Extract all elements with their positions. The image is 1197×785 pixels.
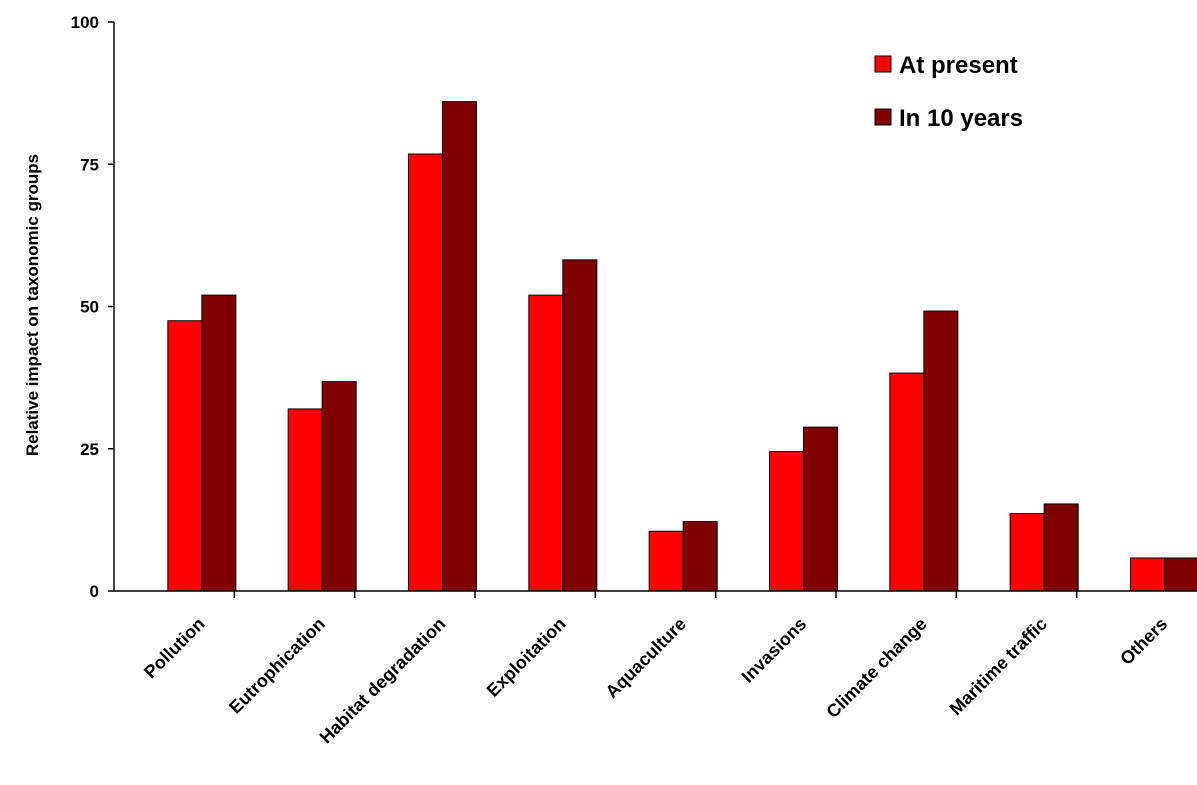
bar-at-present-exploitation	[528, 294, 564, 592]
bar-at-present-others	[1130, 557, 1166, 592]
x-tick-label: Pollution	[140, 614, 209, 683]
bar-at-present-maritime-traffic	[1009, 513, 1045, 592]
x-tick-label: Climate change	[822, 614, 930, 722]
y-tick-label: 0	[90, 582, 99, 601]
y-tick-label: 50	[80, 298, 99, 317]
legend-swatch-in-10-years	[874, 108, 892, 126]
bar-at-present-invasions	[769, 451, 805, 592]
x-tick-label: Aquaculture	[602, 614, 690, 702]
y-axis-ticks: 0 25 50 75 100	[71, 13, 114, 601]
bar-at-present-pollution	[167, 320, 203, 592]
bar-at-present-habitat-degradation	[408, 153, 444, 592]
bar-in-10-years-invasions	[803, 426, 839, 592]
legend-swatch-at-present	[874, 55, 892, 73]
x-tick-label: Eutrophication	[225, 614, 329, 718]
x-tick-label: Others	[1116, 614, 1171, 669]
bar-in-10-years-exploitation	[562, 259, 598, 592]
bar-in-10-years-eutrophication	[321, 381, 357, 592]
y-tick-label: 25	[80, 440, 99, 459]
y-tick-label: 100	[71, 13, 99, 32]
x-axis-ticks	[233, 591, 1078, 598]
x-tick-label: Maritime traffic	[946, 614, 1051, 719]
legend: At present In 10 years	[874, 52, 1023, 132]
bars-group	[167, 101, 1197, 592]
bar-in-10-years-pollution	[201, 294, 237, 592]
bar-in-10-years-aquaculture	[682, 521, 718, 592]
bar-in-10-years-climate-change	[923, 310, 959, 592]
bar-in-10-years-maritime-traffic	[1043, 503, 1079, 592]
bar-in-10-years-others	[1164, 557, 1197, 592]
bar-in-10-years-habitat-degradation	[442, 101, 478, 592]
bar-at-present-eutrophication	[287, 408, 323, 592]
legend-label-in-10-years: In 10 years	[899, 105, 1023, 132]
x-tick-label: Exploitation	[483, 614, 570, 701]
legend-label-at-present: At present	[899, 52, 1018, 79]
x-tick-label: Invasions	[737, 614, 810, 687]
bar-at-present-aquaculture	[648, 530, 684, 592]
bar-at-present-climate-change	[889, 372, 925, 592]
y-tick-label: 75	[80, 155, 99, 174]
y-axis-title: Relative impact on taxonomic groups	[23, 154, 42, 456]
x-tick-label: Habitat degradation	[316, 614, 450, 748]
